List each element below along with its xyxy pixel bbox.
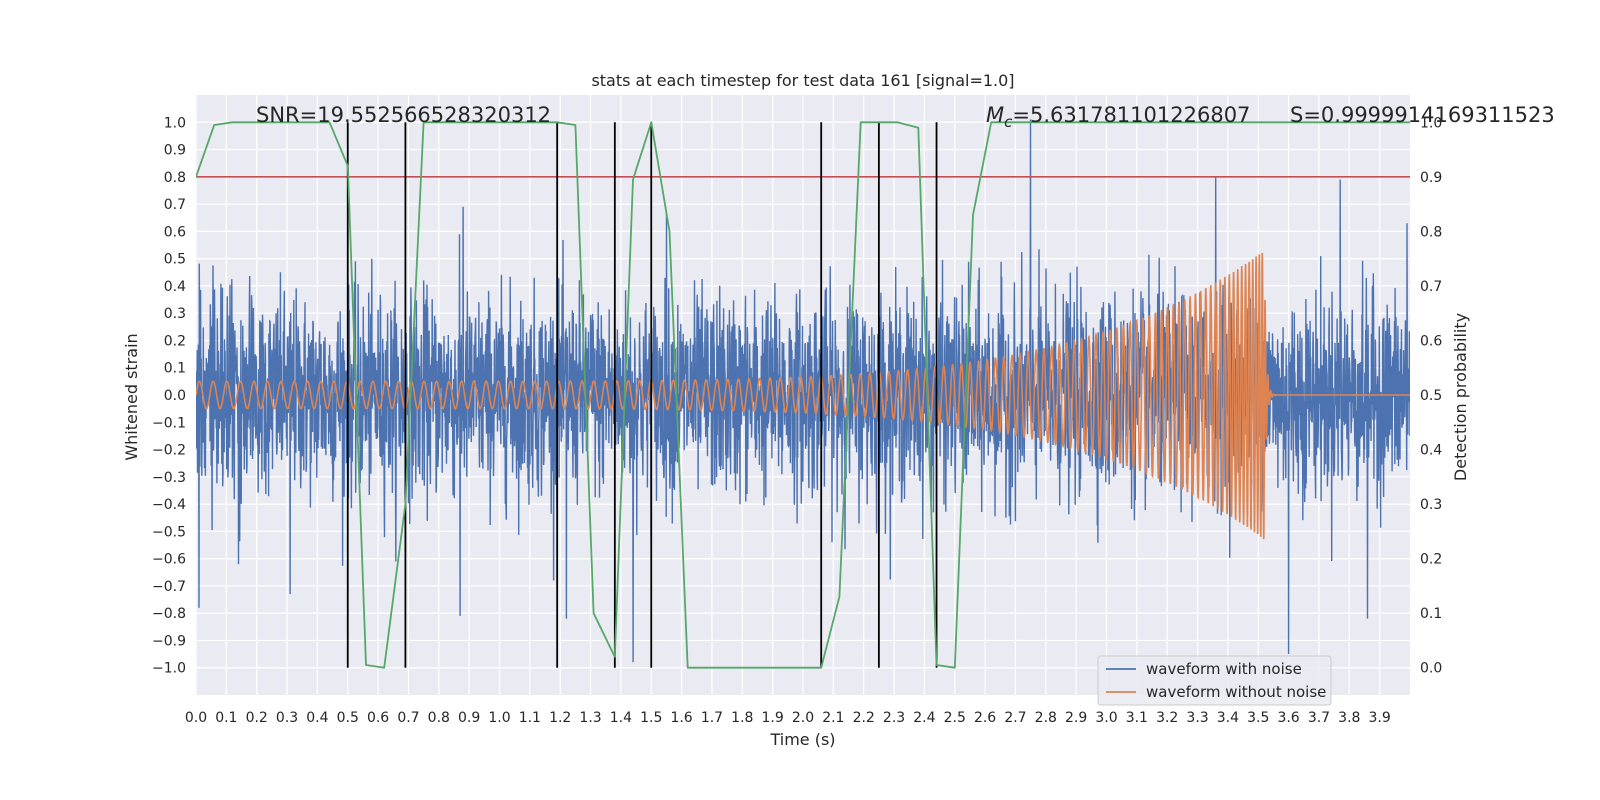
x-tick-label: 2.1 (822, 710, 844, 726)
y-tick-label: −0.5 (152, 524, 186, 540)
x-tick-label: 0.3 (276, 710, 298, 726)
y-tick-label: 0.9 (164, 143, 186, 159)
y-tick-label: 0.7 (164, 197, 186, 213)
x-tick-label: 3.4 (1217, 710, 1239, 726)
x-tick-label: 0.8 (428, 710, 450, 726)
y2-tick-label: 0.2 (1420, 552, 1442, 568)
x-tick-label: 2.5 (944, 710, 966, 726)
y-tick-label: 0.4 (164, 279, 186, 295)
x-tick-label: 0.6 (367, 710, 389, 726)
x-tick-label: 1.9 (762, 710, 784, 726)
y-tick-label: 0.5 (164, 252, 186, 268)
x-tick-label: 0.5 (337, 710, 359, 726)
series-layer (196, 119, 1410, 669)
x-tick-label: 0.4 (306, 710, 328, 726)
series-detection-probability (196, 121, 1410, 669)
chirp-mass-annotation: Mc=5.631781101226807 (986, 103, 1250, 131)
y-tick-label: −0.4 (152, 497, 186, 513)
y-tick-label: −0.6 (152, 552, 186, 568)
y2-tick-label: 0.1 (1420, 606, 1442, 622)
y-axis-label: Whitened strain (122, 333, 141, 460)
x-tick-label: 0.2 (246, 710, 268, 726)
x-tick-label: 2.9 (1065, 710, 1087, 726)
x-tick-label: 3.1 (1126, 710, 1148, 726)
x-tick-label: 2.6 (974, 710, 996, 726)
legend-box (1097, 655, 1332, 706)
y2-tick-label: 0.4 (1420, 443, 1442, 459)
y-tick-label: 1.0 (164, 115, 186, 131)
legend-label-noise: waveform with noise (1146, 660, 1302, 678)
x-tick-label: 2.2 (853, 710, 875, 726)
y2-tick-label: 0.8 (1420, 224, 1442, 240)
y-tick-label: −0.2 (152, 443, 186, 459)
y-tick-label: −0.3 (152, 470, 186, 486)
chirp-mass-value: =5.631781101226807 (1012, 103, 1250, 127)
x-tick-label: 1.8 (731, 710, 753, 726)
x-tick-label: 3.5 (1247, 710, 1269, 726)
y-tick-label: 0.2 (164, 333, 186, 349)
y-tick-label: −1.0 (152, 661, 186, 677)
y-tick-label: 0.1 (164, 361, 186, 377)
y-tick-label: −0.9 (152, 633, 186, 649)
legend-label-clean: waveform without noise (1146, 683, 1326, 701)
y-tick-label: 0.6 (164, 224, 186, 240)
x-tick-label: 1.4 (610, 710, 632, 726)
y2-tick-label: 0.7 (1420, 279, 1442, 295)
y2-tick-label: 0.3 (1420, 497, 1442, 513)
x-tick-label: 1.2 (549, 710, 571, 726)
x-tick-label: 0.1 (215, 710, 237, 726)
x-axis-label: Time (s) (769, 730, 835, 749)
y-tick-label: −0.8 (152, 606, 186, 622)
x-tick-label: 3.8 (1338, 710, 1360, 726)
chirp-mass-symbol: M (986, 103, 1004, 127)
x-tick-label: 3.2 (1156, 710, 1178, 726)
legend: waveform with noise waveform without noi… (1097, 655, 1332, 706)
y-tick-label: 0.0 (164, 388, 186, 404)
x-tick-label: 1.7 (701, 710, 723, 726)
x-tick-label: 1.0 (488, 710, 510, 726)
y2-tick-label: 0.6 (1420, 333, 1442, 349)
y2-tick-labels: 1.0 0.9 0.8 0.7 0.6 0.5 0.4 0.3 0.2 0.1 0.0 (1420, 115, 1442, 676)
x-tick-label: 2.0 (792, 710, 814, 726)
x-tick-label: 1.3 (579, 710, 601, 726)
x-tick-label: 1.6 (670, 710, 692, 726)
y2-tick-label: 0.9 (1420, 170, 1442, 186)
y-tick-label: −0.7 (152, 579, 186, 595)
y-tick-label: −0.1 (152, 415, 186, 431)
x-tick-label: 2.7 (1004, 710, 1026, 726)
snr-annotation: SNR=19.552566528320312 (256, 103, 551, 127)
x-tick-label: 2.3 (883, 710, 905, 726)
chirp-mass-subscript: c (1004, 113, 1013, 131)
y-tick-label: 0.3 (164, 306, 186, 322)
x-tick-label: 1.5 (640, 710, 662, 726)
x-tick-labels: 0.0 0.1 0.2 0.3 0.4 0.5 0.6 0.7 0.8 0.9 1.0 1.1 1.2 1… (185, 710, 1391, 726)
y-tick-label: 0.8 (164, 170, 186, 186)
x-tick-label: 3.9 (1369, 710, 1391, 726)
y2-tick-label: 1.0 (1420, 115, 1442, 131)
y-tick-labels: 1.0 0.9 0.8 0.7 0.6 0.5 0.4 0.3 0.2 0.1 0.0 −0.1 −0.… (152, 115, 186, 676)
y2-tick-label: 0.5 (1420, 388, 1442, 404)
x-tick-label: 0.7 (397, 710, 419, 726)
y2-axis-label: Detection probability (1451, 313, 1470, 481)
x-tick-label: 3.0 (1095, 710, 1117, 726)
s-annotation: S=0.9999914169311523 (1290, 103, 1555, 127)
x-tick-label: 3.3 (1186, 710, 1208, 726)
x-tick-label: 0.0 (185, 710, 207, 726)
chart-title: stats at each timestep for test data 161… (591, 71, 1014, 90)
x-tick-label: 2.8 (1035, 710, 1057, 726)
x-tick-label: 3.7 (1308, 710, 1330, 726)
y2-tick-label: 0.0 (1420, 661, 1442, 677)
series-waveform-without-noise (196, 252, 1410, 540)
x-tick-label: 0.9 (458, 710, 480, 726)
x-tick-label: 1.1 (519, 710, 541, 726)
x-tick-label: 2.4 (913, 710, 935, 726)
x-tick-label: 3.6 (1277, 710, 1299, 726)
